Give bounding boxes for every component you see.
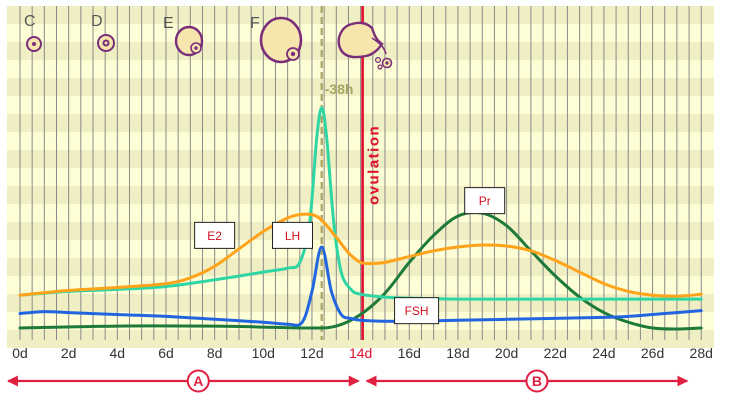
x-tick-label: 8d — [207, 345, 223, 361]
phase-marker — [525, 369, 549, 393]
vertical-gridlines — [19, 6, 702, 340]
follicle-d-nucleus — [104, 41, 108, 45]
x-tick-label: 10d — [252, 345, 275, 361]
series-label-box: FSH — [394, 297, 440, 325]
event-guides: -38h ovulation — [320, 6, 383, 340]
series-line-fsh — [18, 245, 703, 327]
cell-fragment-icon — [377, 64, 383, 70]
x-tick-label: 26d — [641, 345, 664, 361]
follicle-illustrations: C D E F — [24, 13, 393, 70]
phase-label: A — [193, 373, 203, 389]
x-axis: 0d 2d 4d 6d 8d 10d 12d 14d 16d 18d 20d 22d 24d 26d 28d — [12, 345, 713, 361]
follicle-c-oocyte — [32, 42, 36, 46]
x-tick-label: 2d — [61, 345, 77, 361]
follicle-label: D — [91, 13, 103, 30]
ovulation-label: ovulation — [366, 125, 383, 205]
label-box-frame — [194, 221, 236, 249]
series-line-lh — [18, 106, 703, 301]
interval-label: -38h — [325, 81, 354, 97]
label-box-frame — [464, 187, 506, 215]
series-label-text: LH — [285, 229, 300, 243]
released-oocyte-nucleus — [385, 61, 389, 65]
follicle-label: E — [163, 15, 174, 32]
x-tick-label: 22d — [544, 345, 567, 361]
x-tick-label: 20d — [495, 345, 518, 361]
follicle-label: F — [250, 15, 260, 32]
phase-label: B — [532, 373, 542, 389]
series-label-box: E2 — [194, 221, 236, 249]
label-box-frame — [394, 297, 440, 325]
cell-fragment-icon — [375, 56, 382, 63]
x-tick-label: 18d — [446, 345, 469, 361]
hormone-curves — [18, 106, 703, 331]
ruptured-follicle-icon — [337, 21, 384, 59]
released-fluid-icon — [371, 37, 387, 55]
follicle-e-nucleus — [194, 46, 198, 50]
series-label-text: E2 — [207, 229, 222, 243]
x-tick-label: 4d — [110, 345, 126, 361]
follicle-f-nucleus — [290, 51, 296, 57]
series-label-text: FSH — [405, 304, 429, 318]
series-line-e2 — [18, 212, 703, 298]
series-line-pr — [18, 210, 703, 331]
label-box-frame — [271, 221, 313, 249]
x-tick-label: 14d — [349, 345, 372, 361]
follicle-label: C — [24, 13, 36, 30]
series-label-text: Pr — [479, 194, 491, 208]
series-label-box: LH — [271, 221, 313, 249]
phase-marker — [186, 369, 210, 393]
series-label-box: Pr — [464, 187, 506, 215]
x-tick-label: 16d — [398, 345, 421, 361]
series-labels: E2 LH FSH Pr — [194, 187, 506, 325]
x-tick-label: 0d — [12, 345, 28, 361]
x-tick-label: 6d — [158, 345, 174, 361]
x-tick-label: 12d — [300, 345, 323, 361]
x-tick-label: 28d — [690, 345, 713, 361]
x-tick-label: 24d — [592, 345, 615, 361]
